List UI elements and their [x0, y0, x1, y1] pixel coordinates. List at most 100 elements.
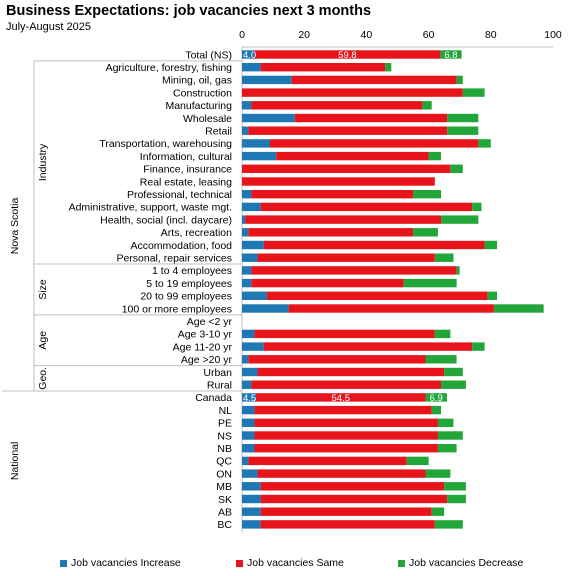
- x-tick-label-0: 0: [239, 29, 245, 41]
- data-label-decrease-total-ns: 6.8: [444, 50, 457, 61]
- bar-decrease-agriculture-forestry-fishing: [385, 63, 392, 72]
- category-label-health-social-incl-daycare: Health, social (incl. daycare): [100, 214, 232, 226]
- category-label-age-20-yr: Age >20 yr: [181, 354, 233, 366]
- bar-increase-nl: [242, 405, 255, 415]
- category-label-agriculture-forestry-fishing: Agriculture, forestry, fishing: [106, 62, 233, 74]
- bar-decrease-pe: [437, 418, 454, 427]
- category-label-on: ON: [216, 468, 232, 480]
- bar-increase-20-to-99-employees: [242, 291, 267, 300]
- bar-decrease-professional-technical: [413, 190, 442, 199]
- bar-same-1-to-4-employees: [251, 266, 457, 275]
- bar-same-ab: [260, 507, 432, 516]
- bar-decrease-bc: [434, 520, 463, 529]
- bar-increase-wholesale: [242, 113, 295, 123]
- bar-increase-agriculture-forestry-fishing: [242, 63, 261, 72]
- category-label-arts-recreation: Arts, recreation: [161, 227, 232, 239]
- bar-same-real-estate-leasing: [242, 177, 435, 186]
- bar-same-20-to-99-employees: [266, 291, 488, 300]
- bar-increase-pe: [242, 418, 255, 427]
- bar-same-transportation-warehousing: [269, 139, 479, 148]
- bar-same-health-social-incl-daycare: [245, 215, 442, 224]
- bar-same-retail: [248, 126, 448, 135]
- bar-decrease-personal-repair-services: [434, 253, 454, 262]
- bar-same-arts-recreation: [248, 228, 414, 237]
- bar-decrease-mining-oil-gas: [456, 75, 463, 85]
- category-label-100-or-more-employees: 100 or more employees: [122, 303, 232, 315]
- category-label-mining-oil-gas: Mining, oil, gas: [162, 75, 232, 87]
- category-label-age-2-yr: Age <2 yr: [187, 316, 233, 328]
- category-label-wholesale: Wholesale: [183, 113, 232, 125]
- bar-decrease-nl: [431, 405, 442, 415]
- bar-increase-accommodation-food: [242, 240, 264, 250]
- bar-decrease-rural: [441, 380, 466, 389]
- bar-same-urban: [257, 367, 445, 377]
- category-label-canada: Canada: [195, 392, 232, 404]
- legend-label-increase: Job vacancies Increase: [71, 557, 181, 569]
- category-label-nb: NB: [217, 443, 232, 455]
- bar-same-administrative-support-waste-mgt: [260, 202, 473, 212]
- bar-decrease-retail: [447, 126, 479, 135]
- category-label-real-estate-leasing: Real estate, leasing: [140, 176, 232, 188]
- bar-decrease-urban: [444, 367, 463, 377]
- bar-decrease-ab: [431, 507, 445, 516]
- legend-item-increase: Job vacancies Increase: [60, 557, 181, 569]
- bar-increase-age-20-yr: [242, 355, 249, 364]
- category-label-accommodation-food: Accommodation, food: [130, 240, 232, 252]
- category-label-qc: QC: [216, 456, 232, 468]
- bar-increase-bc: [242, 520, 261, 529]
- bar-decrease-accommodation-food: [484, 240, 498, 250]
- bar-increase-5-to-19-employees: [242, 278, 252, 288]
- bar-increase-rural: [242, 380, 252, 389]
- category-label-20-to-99-employees: 20 to 99 employees: [140, 291, 232, 303]
- bar-same-age-11-20-yr: [263, 342, 473, 351]
- group-label-size: Size: [37, 279, 49, 300]
- bar-increase-transportation-warehousing: [242, 139, 270, 148]
- bar-decrease-transportation-warehousing: [478, 139, 491, 148]
- bar-decrease-20-to-99-employees: [487, 291, 498, 300]
- legend-item-same: Job vacancies Same: [236, 557, 344, 569]
- category-label-sk: SK: [218, 494, 232, 506]
- bar-same-age-3-10-yr: [254, 329, 435, 339]
- category-label-age-11-20-yr: Age 11-20 yr: [173, 341, 233, 353]
- category-label-manufacturing: Manufacturing: [165, 100, 232, 112]
- category-label-mb: MB: [216, 481, 232, 493]
- outer-group-label-nova-scotia: Nova Scotia: [9, 197, 21, 254]
- bar-decrease-mb: [444, 482, 466, 491]
- category-label-bc: BC: [217, 519, 232, 531]
- bar-decrease-construction: [462, 88, 485, 97]
- stacked-bar-chart: 0 20 40 60 80 100 Total (NS)Agriculture, fores…: [2, 29, 562, 533]
- category-label-personal-repair-services: Personal, repair services: [116, 253, 232, 265]
- category-label-nl: NL: [219, 405, 233, 417]
- bar-same-construction: [242, 88, 463, 97]
- data-label-increase-total-ns: 4.0: [243, 50, 256, 61]
- bar-increase-ab: [242, 507, 261, 516]
- bar-same-nb: [254, 444, 438, 453]
- bar-same-wholesale: [294, 113, 448, 123]
- bar-increase-mb: [242, 482, 261, 491]
- bar-decrease-sk: [447, 494, 466, 504]
- bar-increase-personal-repair-services: [242, 253, 258, 262]
- bar-same-mb: [260, 482, 445, 491]
- category-label-total-ns: Total (NS): [185, 49, 232, 61]
- bar-same-rural: [251, 380, 442, 389]
- legend-label-same: Job vacancies Same: [247, 557, 344, 569]
- bar-same-personal-repair-services: [257, 253, 435, 262]
- bar-same-accommodation-food: [263, 240, 485, 250]
- bar-increase-ns: [242, 431, 255, 440]
- category-label-transportation-warehousing: Transportation, warehousing: [99, 138, 232, 150]
- bar-increase-sk: [242, 494, 261, 504]
- bar-same-pe: [254, 418, 438, 427]
- bar-same-total-ns: [254, 50, 441, 59]
- bar-same-100-or-more-employees: [288, 304, 494, 313]
- group-label-age: Age: [37, 331, 49, 350]
- bar-same-professional-technical: [251, 190, 414, 199]
- legend: Job vacancies Increase Job vacancies Sam…: [0, 557, 577, 573]
- bar-increase-information-cultural: [242, 151, 277, 161]
- bar-same-ns: [254, 431, 438, 440]
- bar-decrease-information-cultural: [428, 151, 442, 161]
- chart-subtitle: July-August 2025: [6, 21, 91, 33]
- bar-increase-on: [242, 469, 258, 478]
- legend-swatch-increase: [60, 559, 67, 567]
- category-label-construction: Construction: [173, 87, 232, 99]
- category-label-professional-technical: Professional, technical: [127, 189, 232, 201]
